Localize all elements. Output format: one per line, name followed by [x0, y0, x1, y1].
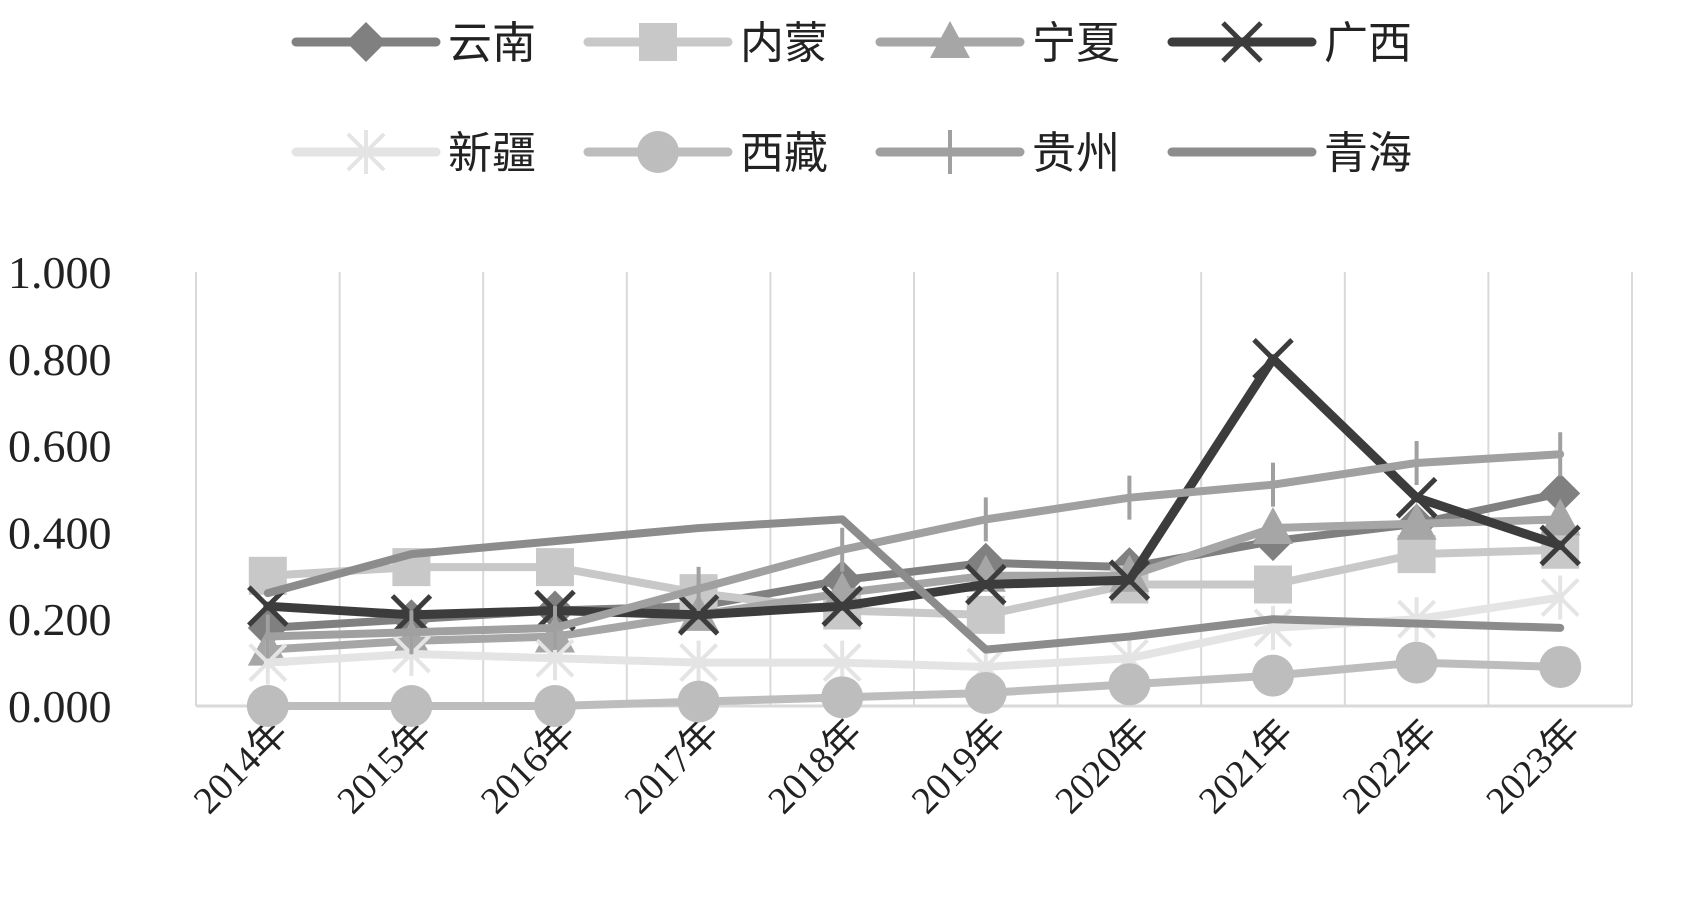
- y-tick-label: 0.800: [8, 334, 112, 385]
- data-point: [1397, 535, 1436, 574]
- y-tick-label: 0.400: [8, 507, 112, 558]
- series: [247, 338, 1581, 636]
- data-point: [964, 671, 1007, 714]
- x-tick-label: 2019年: [904, 712, 1014, 822]
- legend-marker: [346, 22, 386, 62]
- data-point: [1395, 476, 1438, 519]
- legend-marker: [930, 21, 970, 58]
- y-axis: 0.000 0.200 0.400 0.600 0.800 1.000: [8, 247, 112, 732]
- legend-label: 青海: [1324, 129, 1412, 178]
- data-point: [1108, 663, 1151, 706]
- data-point: [1252, 338, 1294, 380]
- data-point: [677, 594, 720, 636]
- data-point: [1254, 565, 1292, 604]
- series-line: [263, 450, 1565, 641]
- legend-item: 西藏: [583, 129, 828, 178]
- x-tick-label: 2018年: [760, 712, 870, 822]
- y-tick-label: 0.600: [8, 421, 112, 472]
- x-tick-label: 2020年: [1047, 712, 1157, 822]
- series-line: [263, 658, 1565, 710]
- series: [263, 432, 1565, 659]
- legend-label: 内蒙: [740, 19, 828, 68]
- data-point: [966, 595, 1005, 634]
- data-point: [1253, 507, 1293, 545]
- data-point: [1396, 502, 1437, 540]
- data-point: [679, 640, 719, 685]
- data-point: [1395, 641, 1438, 684]
- legend-label: 云南: [448, 19, 536, 68]
- plot-area: [246, 338, 1582, 727]
- x-tick-label: 2016年: [473, 712, 583, 822]
- legend-item: 贵州: [875, 129, 1120, 178]
- data-point: [677, 680, 720, 723]
- legend-marker: [1221, 21, 1263, 63]
- series-line: [263, 354, 1565, 620]
- y-tick-label: 0.000: [8, 681, 112, 732]
- data-point: [1108, 559, 1151, 601]
- data-point: [1539, 645, 1582, 688]
- legend-marker: [346, 130, 386, 174]
- x-tick-label: 2015年: [329, 712, 439, 822]
- data-point: [965, 563, 1007, 606]
- legend-label: 宁夏: [1032, 19, 1120, 68]
- data-point: [821, 676, 864, 719]
- series-line: [263, 515, 1565, 654]
- data-point: [536, 548, 574, 587]
- legend-item: 云南: [291, 19, 536, 68]
- data-point: [246, 685, 289, 727]
- x-tick-label: 2022年: [1335, 712, 1445, 822]
- legend-label: 广西: [1324, 19, 1412, 68]
- data-point: [1540, 498, 1581, 536]
- legend-item: 青海: [1167, 129, 1412, 178]
- series: [246, 641, 1582, 727]
- x-tick-label: 2017年: [617, 712, 727, 822]
- x-tick-label: 2014年: [186, 712, 296, 822]
- legend-item: 宁夏: [875, 19, 1120, 68]
- data-point: [1540, 473, 1581, 514]
- legend-item: 广西: [1167, 19, 1412, 68]
- legend-marker: [637, 131, 679, 173]
- x-tick-label: 2021年: [1191, 712, 1301, 822]
- data-point: [390, 685, 433, 727]
- legend-marker: [639, 23, 677, 61]
- legend-label: 西藏: [740, 129, 828, 178]
- data-point: [534, 685, 576, 727]
- series-line: [263, 545, 1565, 619]
- data-point: [1539, 524, 1581, 567]
- legend-item: 内蒙: [583, 19, 828, 68]
- data-point: [822, 572, 863, 610]
- data-point: [1397, 597, 1437, 642]
- legend-label: 新疆: [448, 129, 536, 178]
- legend-item: 新疆: [291, 129, 536, 178]
- x-tick-label: 2023年: [1478, 712, 1588, 822]
- legend-label: 贵州: [1032, 129, 1120, 178]
- series: [263, 515, 1565, 654]
- data-point: [1540, 575, 1580, 620]
- x-axis: 2014年 2015年 2016年 2017年 2018年 2019年 2020年 2021年…: [186, 712, 1589, 822]
- data-point: [821, 585, 863, 627]
- y-tick-label: 1.000: [8, 247, 112, 298]
- data-point: [1252, 654, 1294, 697]
- y-tick-label: 0.200: [8, 594, 112, 645]
